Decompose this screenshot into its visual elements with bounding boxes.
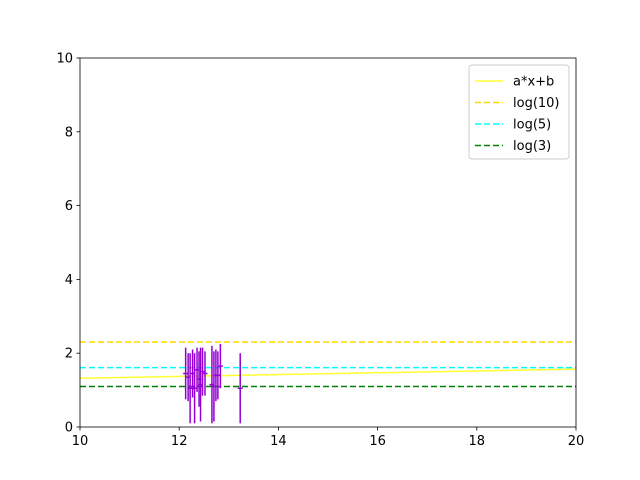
x-tick-label-14: 14 [270,434,287,449]
y-tick-label-0: 0 [65,421,73,436]
y-tick-label-10: 10 [56,52,73,67]
plot-content [80,341,576,424]
errorbar-15 [237,353,243,424]
plot-area [80,341,576,424]
x-tick-label-20: 20 [568,434,585,449]
y-tick-label-8: 8 [65,125,73,140]
errorbar-2 [187,353,193,424]
legend-label-3: log(3) [513,139,551,154]
legend-label-0: a*x+b [513,75,554,90]
errorbar-8 [200,347,205,396]
y-tick-label-6: 6 [65,199,73,214]
legend-label-1: log(10) [513,96,560,111]
errorbar-4 [192,353,198,424]
y-tick-label-4: 4 [65,273,73,288]
errorbar-14 [217,343,223,389]
series-line-0 [80,368,576,380]
y-tick-label-2: 2 [65,347,73,362]
x-tick-label-18: 18 [469,434,486,449]
axes-frame [79,57,577,428]
errorbar-13 [215,351,221,400]
errorbar-9 [202,351,208,396]
x-tick-label-16: 16 [369,434,386,449]
legend-box [468,64,570,160]
x-tick-label-12: 12 [171,434,188,449]
legend: a*x+b log(10) log(5) log(3) [468,64,570,160]
errorbar-0 [183,347,189,400]
x-tick-label-10: 10 [72,434,89,449]
axes: 10 12 14 16 18 20 0 2 4 6 8 10 [56,52,584,450]
legend-label-2: log(5) [513,118,551,133]
